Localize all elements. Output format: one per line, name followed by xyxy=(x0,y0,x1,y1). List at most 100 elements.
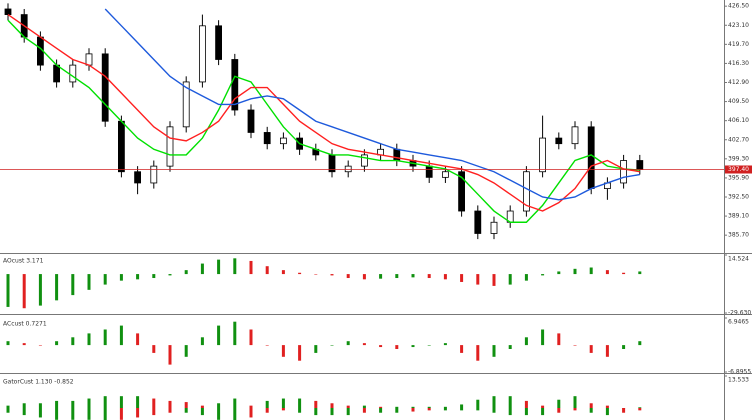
candle-body xyxy=(101,53,109,122)
histogram-bar xyxy=(217,259,221,275)
y-tick-label: 409.50 xyxy=(728,98,749,105)
histogram-bar xyxy=(314,408,318,416)
histogram-bar xyxy=(6,405,10,408)
histogram-bar xyxy=(362,408,366,413)
histogram-bar xyxy=(119,396,123,408)
histogram-bar xyxy=(460,345,464,353)
histogram-bar xyxy=(281,408,285,411)
histogram-bar xyxy=(298,408,302,413)
histogram-bar xyxy=(330,403,334,408)
candle-body xyxy=(198,25,206,83)
histogram-bar xyxy=(573,408,577,411)
histogram-bar xyxy=(427,345,431,346)
histogram-bar xyxy=(168,408,172,413)
histogram-bar xyxy=(87,274,91,290)
alligator-line xyxy=(7,19,640,223)
histogram-bar xyxy=(411,408,415,412)
histogram-bar xyxy=(541,408,545,416)
histogram-bar xyxy=(87,398,91,408)
histogram-bar xyxy=(476,408,480,411)
candle-body xyxy=(393,148,401,161)
histogram-bar xyxy=(411,274,415,278)
histogram-bar xyxy=(330,408,334,416)
histogram-bar xyxy=(605,405,609,408)
histogram-bar xyxy=(6,408,10,413)
alligator-line xyxy=(7,14,640,212)
histogram-bar xyxy=(168,274,172,276)
histogram-bar xyxy=(476,274,480,285)
histogram-bar xyxy=(22,408,26,416)
candle-body xyxy=(4,8,12,15)
histogram-bar xyxy=(55,341,59,346)
last-price-box xyxy=(725,165,752,174)
histogram-bar xyxy=(249,260,253,275)
y-tick-label: 13.533 xyxy=(728,377,749,384)
histogram-bar xyxy=(22,343,26,346)
histogram-bar xyxy=(184,408,188,413)
histogram-bar xyxy=(103,329,107,346)
histogram-bar xyxy=(379,406,383,408)
histogram-bar xyxy=(152,398,156,408)
histogram-bar xyxy=(249,405,253,408)
indicator-title: ACcust 0.7271 xyxy=(3,321,47,328)
histogram-bar xyxy=(508,345,512,350)
histogram-bar xyxy=(22,274,26,309)
histogram-bar xyxy=(6,341,10,346)
candle-body xyxy=(118,120,125,173)
candle-body xyxy=(263,132,271,145)
histogram-bar xyxy=(589,403,593,408)
histogram-bar xyxy=(233,398,237,408)
histogram-bar xyxy=(557,333,561,346)
last-price-label: 397.40 xyxy=(728,166,749,173)
histogram-bar xyxy=(589,345,593,353)
y-tick-label: 402.70 xyxy=(728,136,749,143)
histogram-bar xyxy=(395,406,399,408)
histogram-bar xyxy=(71,274,75,296)
histogram-bar xyxy=(508,274,512,285)
histogram-bar xyxy=(281,345,285,357)
histogram-bar xyxy=(233,408,237,420)
y-tick-label: 389.10 xyxy=(728,213,749,220)
histogram-bar xyxy=(281,398,285,408)
y-tick-label: -6.8955 xyxy=(728,369,751,376)
histogram-bar xyxy=(6,274,10,307)
histogram-bar xyxy=(460,408,464,411)
histogram-bar xyxy=(249,408,253,418)
histogram-bar xyxy=(281,270,285,275)
histogram-bar xyxy=(168,345,172,365)
histogram-bar xyxy=(71,408,75,420)
histogram-bar xyxy=(573,396,577,408)
candle-body xyxy=(247,109,255,133)
candle-body xyxy=(587,126,595,189)
candle-body xyxy=(279,137,287,145)
histogram-bar xyxy=(330,345,334,346)
histogram-bar xyxy=(314,400,318,408)
histogram-bar xyxy=(168,400,172,408)
histogram-bar xyxy=(38,408,42,418)
histogram-bar xyxy=(492,345,496,357)
y-tick-label: 406.10 xyxy=(728,117,749,124)
candle-body xyxy=(490,221,498,234)
y-tick-label: 416.30 xyxy=(728,60,749,67)
histogram-bar xyxy=(200,337,204,346)
histogram-bar xyxy=(443,343,447,346)
histogram-bar xyxy=(38,403,42,408)
histogram-bar xyxy=(638,341,642,346)
histogram-bar xyxy=(217,408,221,420)
histogram-bar xyxy=(411,345,415,348)
histogram-bar xyxy=(298,272,302,275)
y-tick-label: 395.90 xyxy=(728,174,749,181)
histogram-bar xyxy=(541,405,545,408)
histogram-bar xyxy=(136,333,140,346)
y-tick-label: 412.90 xyxy=(728,79,749,86)
histogram-bar xyxy=(217,325,221,346)
candle-body xyxy=(636,160,644,170)
histogram-bar xyxy=(557,399,561,408)
histogram-bar xyxy=(38,274,42,306)
histogram-bar xyxy=(427,406,431,408)
y-tick-label: 426.50 xyxy=(728,3,749,10)
histogram-bar xyxy=(38,345,42,346)
histogram-bar xyxy=(103,274,107,285)
histogram-bar xyxy=(249,329,253,346)
histogram-bar xyxy=(152,408,156,416)
